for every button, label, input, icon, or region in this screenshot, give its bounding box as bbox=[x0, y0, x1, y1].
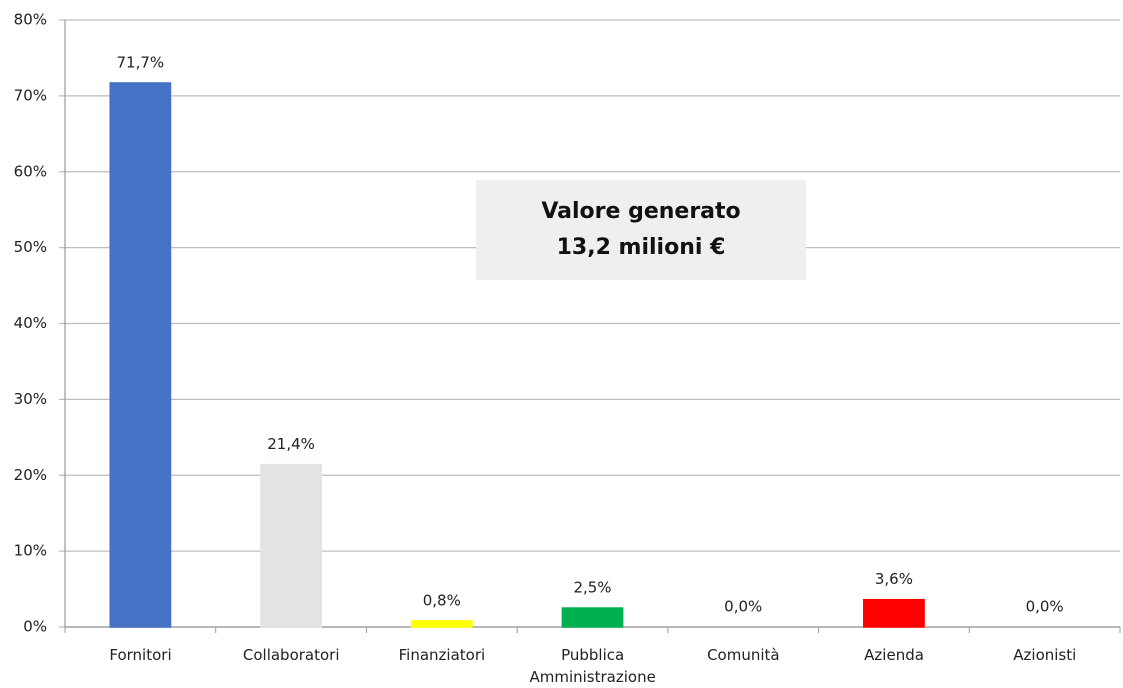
y-tick-label: 80% bbox=[14, 11, 47, 29]
x-tick-label: Comunità bbox=[707, 646, 780, 664]
value-label: 21,4% bbox=[267, 435, 315, 453]
y-tick-label: 0% bbox=[23, 618, 47, 636]
bar bbox=[561, 607, 624, 628]
y-tick-label: 60% bbox=[14, 162, 47, 180]
value-label: 71,7% bbox=[117, 53, 165, 71]
x-tick-label: Fornitori bbox=[109, 646, 172, 664]
value-label: 0,0% bbox=[1026, 598, 1064, 616]
annotation: Valore generato 13,2 milioni € bbox=[476, 180, 806, 280]
x-tick-label: Azionisti bbox=[1013, 646, 1077, 664]
y-tick-label: 10% bbox=[14, 542, 47, 560]
value-label: 3,6% bbox=[875, 570, 913, 588]
bar bbox=[863, 598, 925, 628]
value-label: 0,0% bbox=[724, 598, 762, 616]
x-tick-label: Collaboratori bbox=[242, 646, 340, 664]
bar bbox=[260, 463, 322, 628]
bar bbox=[109, 82, 172, 628]
y-tick-label: 40% bbox=[14, 314, 47, 332]
x-tick-label: Azienda bbox=[864, 646, 924, 664]
x-tick-label: Pubblica Amministrazione bbox=[529, 646, 656, 686]
value-label: 2,5% bbox=[573, 579, 611, 597]
bar bbox=[410, 620, 473, 628]
y-tick-label: 20% bbox=[14, 466, 47, 484]
y-tick-label: 30% bbox=[14, 390, 47, 408]
y-tick-label: 70% bbox=[14, 86, 47, 104]
y-tick-label: 50% bbox=[14, 238, 47, 256]
value-label: 0,8% bbox=[423, 591, 461, 609]
x-tick-label: Finanziatori bbox=[398, 646, 486, 664]
